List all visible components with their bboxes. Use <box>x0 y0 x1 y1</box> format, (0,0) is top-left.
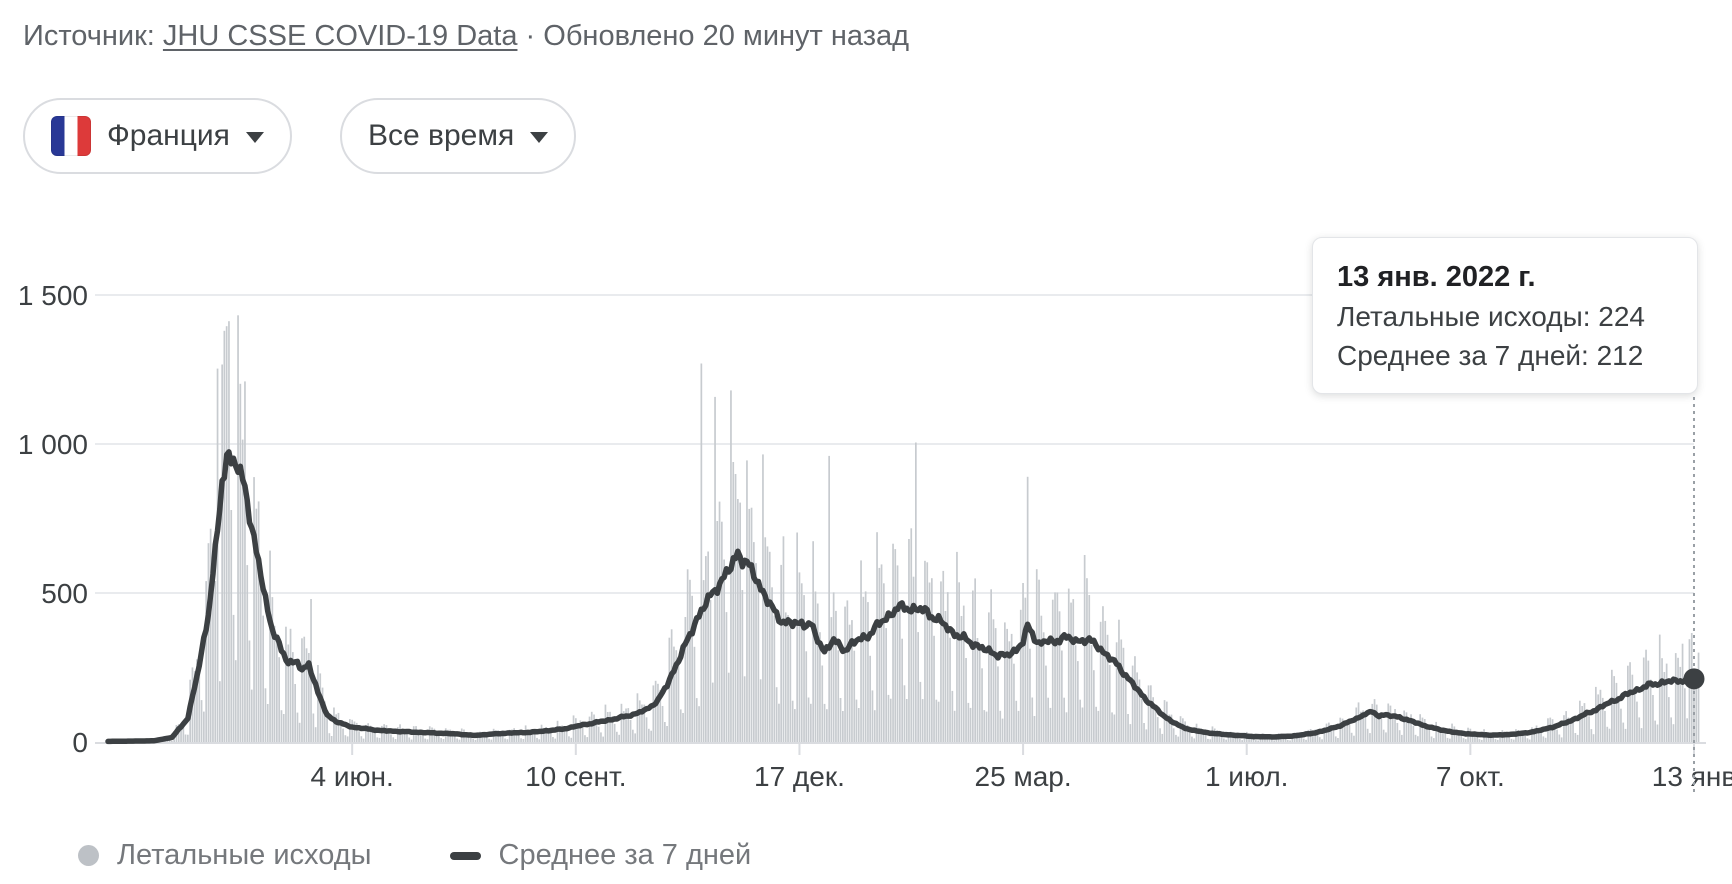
source-link[interactable]: JHU CSSE COVID-19 Data <box>162 20 518 52</box>
x-tick-label: 4 июн. <box>311 761 394 792</box>
x-tick-label: 10 сент. <box>525 761 626 792</box>
chevron-down-icon <box>245 132 264 143</box>
legend-average: Среднее за 7 дней <box>449 839 751 872</box>
legend-deaths: Летальные исходы <box>78 839 372 872</box>
x-tick-label: 1 июл. <box>1205 761 1289 792</box>
deaths-dot-icon <box>78 845 99 866</box>
x-tick-label: 13 янв <box>1652 761 1732 792</box>
chart-legend: Летальные исходы Среднее за 7 дней <box>78 839 751 872</box>
y-tick-label: 0 <box>72 727 88 758</box>
source-separator: · <box>525 20 536 52</box>
y-axis: 0 500 1 000 1 500 <box>18 280 88 758</box>
average-dash-icon <box>449 851 481 860</box>
tooltip-deaths: Летальные исходы: 224 <box>1337 301 1645 332</box>
daily-deaths-bars <box>109 315 1700 742</box>
x-tick-label: 17 дек. <box>754 761 845 792</box>
selected-point-marker <box>1683 668 1705 690</box>
updated-text: Обновлено 20 минут назад <box>543 20 910 52</box>
country-label: Франция <box>107 119 230 152</box>
france-flag-icon <box>51 116 91 156</box>
country-selector[interactable]: Франция <box>23 98 292 174</box>
tooltip-date: 13 янв. 2022 г. <box>1337 261 1536 293</box>
y-tick-label: 500 <box>41 578 88 609</box>
x-tick-label: 25 мар. <box>975 761 1072 792</box>
x-axis: 4 июн. 10 сент. 17 дек. 25 мар. 1 июл. 7 окт.… <box>95 742 1732 792</box>
x-tick-label: 7 окт. <box>1436 761 1505 792</box>
y-tick-label: 1 500 <box>18 280 88 311</box>
time-range-selector[interactable]: Все время <box>340 98 577 174</box>
chart-tooltip: 13 янв. 2022 г. Летальные исходы: 224 Ср… <box>1312 237 1698 394</box>
time-range-label: Все время <box>368 119 515 152</box>
y-tick-label: 1 000 <box>18 429 88 460</box>
chevron-down-icon <box>530 132 549 143</box>
source-label: Источник: <box>23 20 155 52</box>
source-line: Источник: JHU CSSE COVID-19 Data · Обнов… <box>23 20 909 53</box>
tooltip-average: Среднее за 7 дней: 212 <box>1337 340 1644 371</box>
avg-7day-line <box>105 449 1697 745</box>
